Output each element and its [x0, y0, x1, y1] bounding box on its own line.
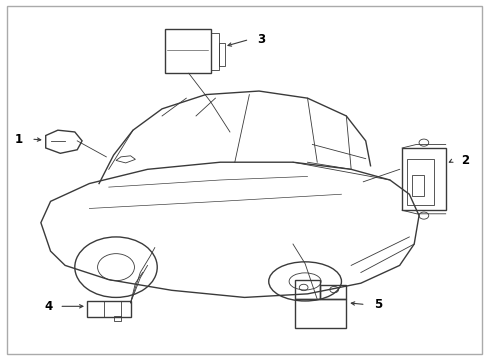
Text: 4: 4	[44, 300, 52, 313]
Text: 2: 2	[460, 154, 468, 167]
Text: 1: 1	[15, 132, 23, 145]
Text: 3: 3	[257, 33, 265, 46]
Text: 5: 5	[373, 298, 381, 311]
